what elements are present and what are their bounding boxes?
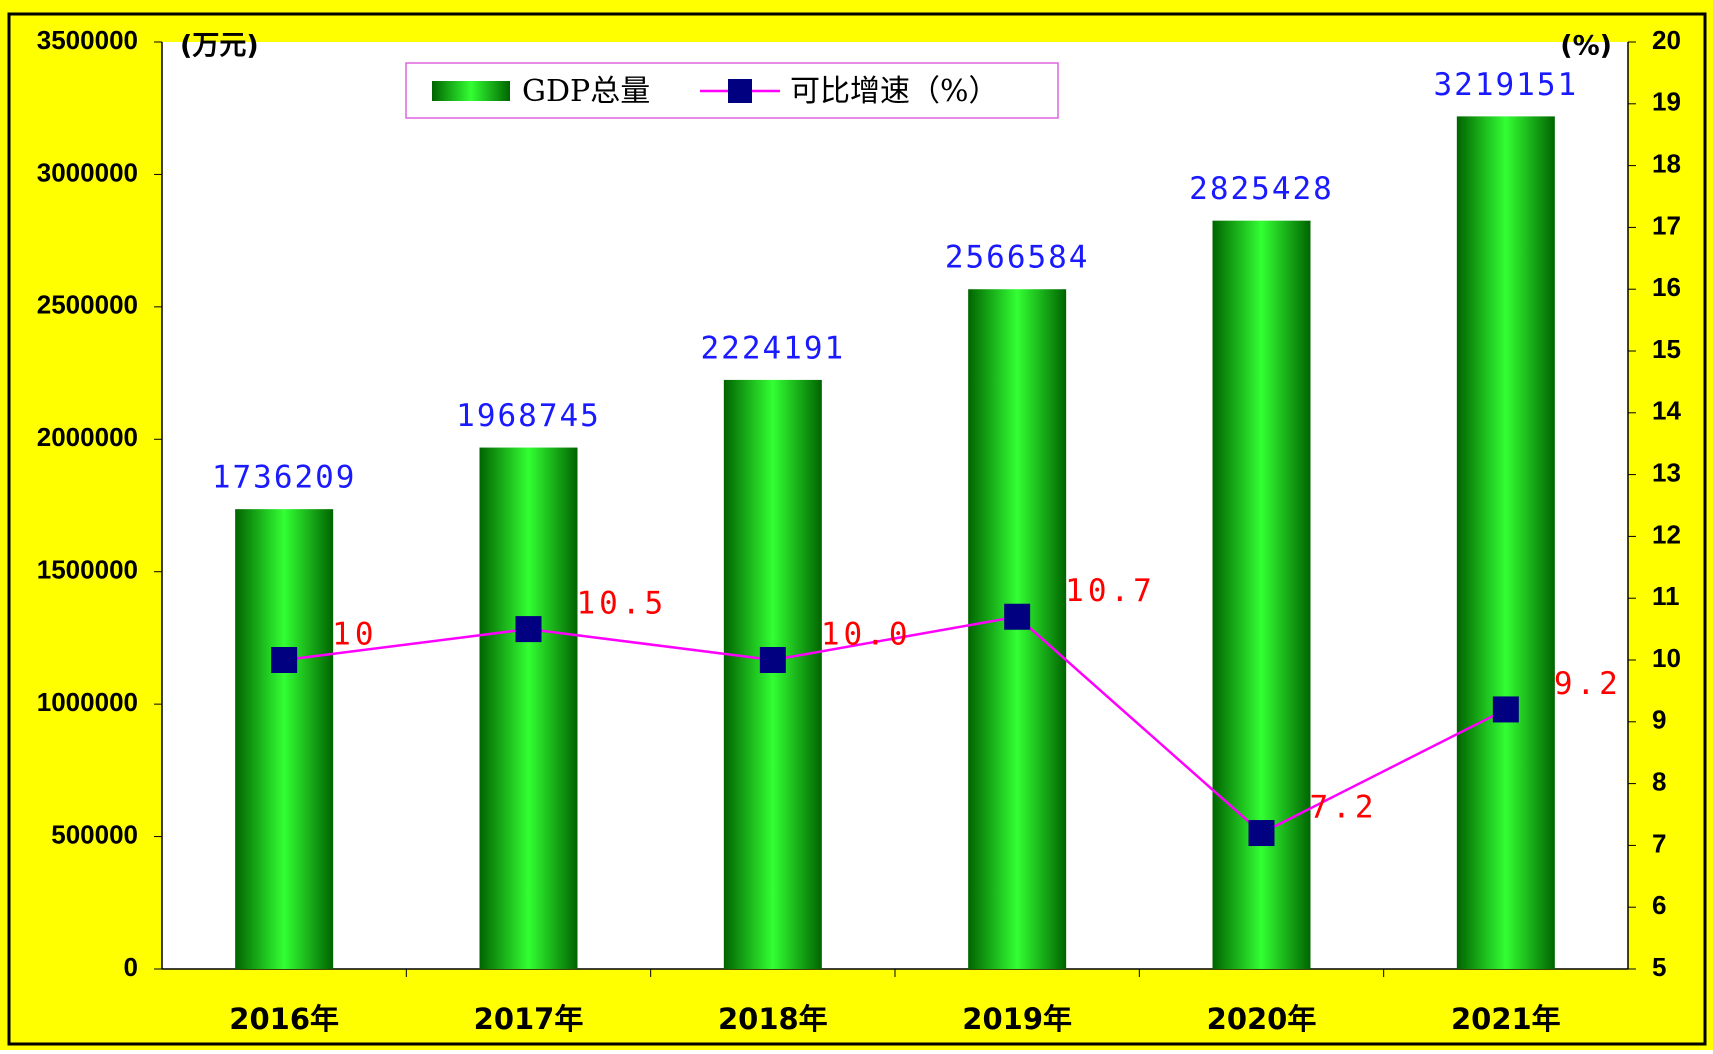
y2-tick-label: 5 <box>1652 952 1666 982</box>
line-marker <box>759 647 786 673</box>
line-marker <box>1004 603 1031 630</box>
legend-swatch-marker <box>728 79 752 103</box>
y2-tick-label: 10 <box>1652 643 1681 673</box>
line-value-label: 7.2 <box>1310 790 1378 826</box>
y2-tick-label: 19 <box>1652 87 1681 117</box>
y2-tick-label: 8 <box>1652 766 1666 796</box>
bar-value-label: 2825428 <box>1189 171 1334 207</box>
y-tick-label: 3000000 <box>37 157 138 187</box>
y-tick-label: 1000000 <box>37 687 138 717</box>
y2-tick-label: 7 <box>1652 828 1666 858</box>
line-marker <box>271 647 298 673</box>
y2-tick-label: 18 <box>1652 148 1681 178</box>
bar-value-label: 3219151 <box>1434 67 1579 103</box>
legend-label: GDP总量 <box>522 74 650 109</box>
y-tick-label: 3500000 <box>37 25 138 55</box>
y-unit: (万元) <box>180 31 259 62</box>
bar <box>723 379 822 970</box>
y-tick-label: 2500000 <box>37 290 138 320</box>
y2-tick-label: 11 <box>1652 581 1680 611</box>
line-marker <box>1492 696 1519 723</box>
y2-tick-label: 6 <box>1652 890 1666 920</box>
x-tick-label: 2020年 <box>1207 1002 1317 1036</box>
line-value-label: 10.5 <box>577 586 668 622</box>
x-tick-label: 2018年 <box>718 1002 828 1036</box>
x-tick-label: 2021年 <box>1451 1002 1561 1036</box>
line-marker <box>1248 820 1275 847</box>
y-tick-label: 0 <box>124 952 138 982</box>
y2-tick-label: 14 <box>1652 396 1681 426</box>
frame <box>7 12 1707 1046</box>
x-tick-label: 2016年 <box>229 1002 339 1036</box>
x-tick-label: 2017年 <box>474 1002 584 1036</box>
y2-tick-label: 20 <box>1652 25 1681 55</box>
bar-value-label: 2224191 <box>701 330 846 366</box>
line-value-label: 10 <box>332 617 377 653</box>
y-tick-label: 500000 <box>51 819 138 849</box>
bar <box>1212 220 1311 969</box>
bar-value-label: 1736209 <box>212 460 357 496</box>
y2-tick-label: 17 <box>1652 210 1681 240</box>
y2-tick-label: 15 <box>1652 334 1681 364</box>
bar-value-label: 2566584 <box>945 240 1090 276</box>
plot-area <box>162 42 1628 969</box>
y2-tick-label: 13 <box>1652 457 1681 487</box>
legend-label: 可比增速（%） <box>790 74 999 109</box>
bar <box>479 447 578 969</box>
y-tick-label: 2000000 <box>37 422 138 452</box>
y2-tick-label: 12 <box>1652 519 1681 549</box>
bar <box>235 509 334 969</box>
line-value-label: 9.2 <box>1554 666 1622 702</box>
bar-value-label: 1968745 <box>456 398 601 434</box>
bar <box>1456 116 1555 969</box>
y2-tick-label: 9 <box>1652 705 1666 735</box>
line-value-label: 10.0 <box>821 617 912 653</box>
legend-swatch <box>432 81 510 101</box>
line <box>284 615 1507 835</box>
line-value-label: 10.7 <box>1065 573 1156 609</box>
y2-unit: (%) <box>1560 31 1612 62</box>
y-tick-label: 1500000 <box>37 555 138 585</box>
y2-tick-label: 16 <box>1652 272 1681 302</box>
line-marker <box>515 616 542 643</box>
x-tick-label: 2019年 <box>962 1002 1072 1036</box>
legend: GDP总量 可比增速（%） <box>405 62 1059 119</box>
